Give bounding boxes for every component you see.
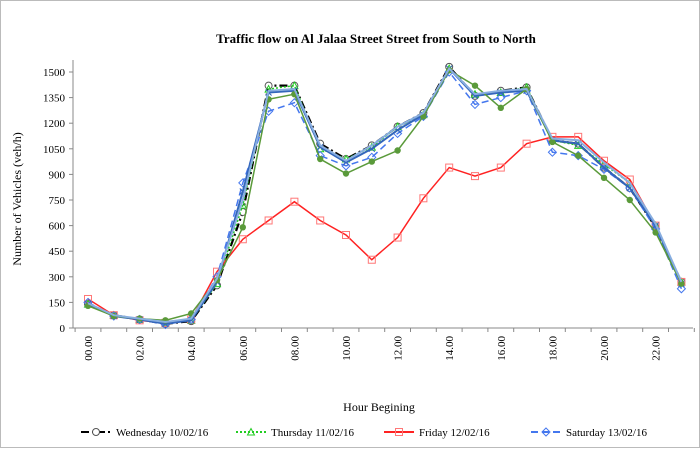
data-point [367,255,376,264]
data-point [238,235,247,244]
data-point [342,230,350,239]
data-point [497,104,504,112]
data-point [239,224,246,231]
legend-label: Saturday 13/02/16 [566,427,647,439]
data-point [470,99,480,110]
data-point [317,155,324,163]
y-tick-label: 300 [49,272,66,284]
x-tick-label: 16.00 [496,336,508,361]
legend-item: Friday 12/02/16 [384,427,490,439]
legend-item: Wednesday 10/02/16 [81,427,209,439]
legend-marker [395,428,403,436]
data-point [652,229,659,236]
series-line [87,66,683,325]
data-point [599,164,609,174]
data-point [264,216,273,225]
legend-label: Thursday 11/02/16 [271,427,354,439]
x-tick-label: 10.00 [341,336,353,361]
x-tick-label: 18.00 [547,336,559,361]
x-tick-label: 00.00 [83,336,95,361]
x-tick-label: 04.00 [186,336,198,361]
series-friday [84,132,686,327]
data-point [316,216,325,225]
data-point [600,174,608,182]
chart-title: Traffic flow on Al Jalaa Street Street f… [216,31,536,46]
x-tick-label: 14.00 [444,336,456,361]
data-point [394,147,401,154]
data-point [496,163,505,172]
y-tick-label: 750 [49,195,66,207]
x-axis-label: Hour Begining [343,400,415,414]
y-tick-label: 1500 [43,67,66,79]
y-tick-label: 900 [49,169,66,181]
data-point [496,92,506,103]
y-tick-label: 150 [49,297,66,309]
legend-marker [92,428,100,436]
data-point [676,284,687,294]
data-point [419,194,428,203]
legend-item: Thursday 11/02/16 [236,427,354,439]
series-line [87,66,683,324]
x-tick-label: 08.00 [289,336,301,361]
legend-item: Saturday 13/02/16 [531,427,647,439]
data-point [471,172,479,181]
series-tuesday [87,66,683,324]
data-point [316,143,324,151]
data-point [393,233,402,242]
data-point [290,197,299,206]
data-point [678,280,685,287]
series-wednesday [84,62,686,328]
series-monday [84,67,685,324]
y-tick-label: 600 [49,221,66,233]
data-point [522,139,531,148]
series-thursday [83,64,686,327]
data-point [342,170,350,177]
data-point [547,147,558,157]
series-sunday [84,65,685,328]
data-point [368,158,375,165]
data-point [549,138,556,146]
y-axis-label: Number of Vehicles (veh/h) [10,132,24,265]
data-point [471,82,479,89]
y-tick-label: 450 [49,246,66,258]
series-saturday [83,67,687,330]
x-tick-label: 20.00 [599,336,611,361]
data-point [575,152,582,159]
legend-label: Friday 12/02/16 [419,427,490,439]
series-line [87,64,683,325]
series-line [87,136,683,324]
y-tick-label: 0 [60,323,66,335]
data-point [445,163,454,172]
legend-marker [541,427,551,437]
series-line [87,70,683,326]
legend-marker [246,427,256,436]
x-tick-label: 22.00 [651,336,663,361]
series-line [87,67,683,324]
x-tick-label: 06.00 [238,336,250,361]
y-tick-label: 1200 [43,118,66,130]
data-point [600,164,608,171]
y-tick-label: 1050 [43,144,66,156]
series-line [87,69,683,322]
x-tick-label: 02.00 [135,336,147,361]
data-point [626,196,633,204]
x-tick-label: 12.00 [393,336,405,361]
y-tick-label: 1350 [43,93,66,105]
legend-label: Wednesday 10/02/16 [116,427,209,439]
